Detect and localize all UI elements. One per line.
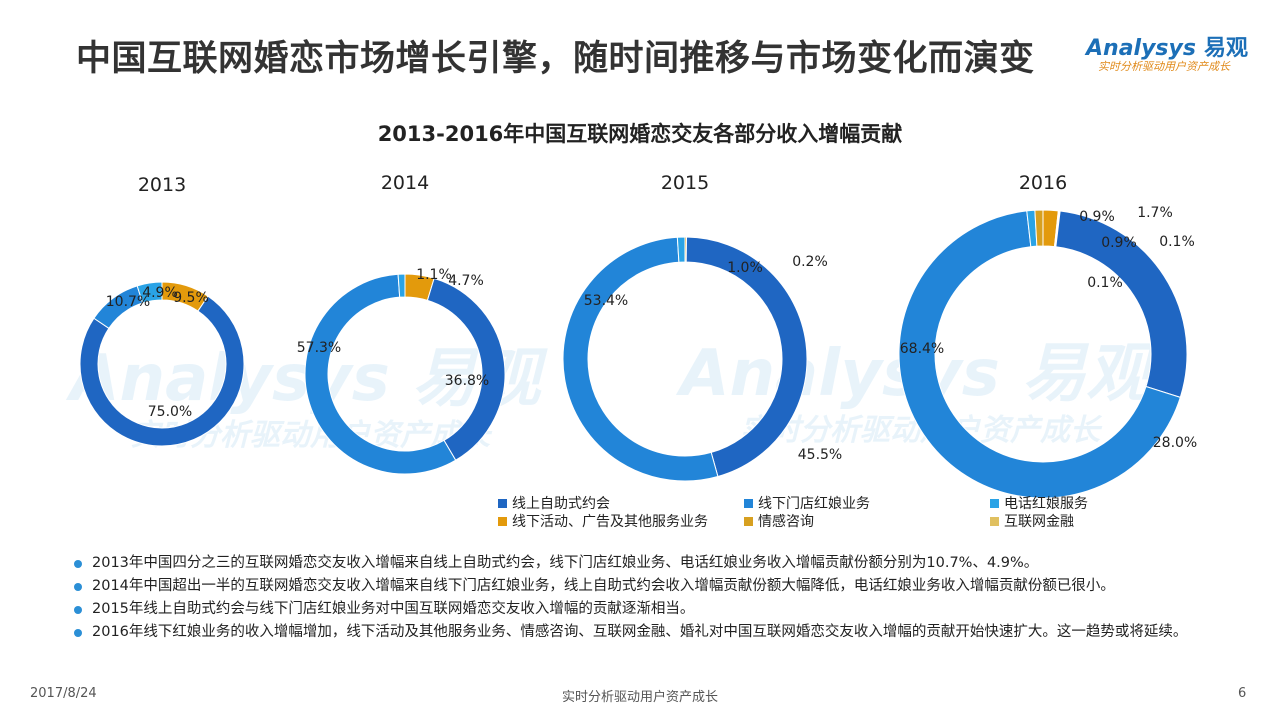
logo-tagline: 实时分析驱动用户资产成长 xyxy=(1098,60,1230,73)
donut-charts: 2013 75.0% 10.7%4.9%9.5% 2014 36.8% 57.3% 1.1%… xyxy=(79,172,1197,499)
note-text: 2014年中国超出一半的互联网婚恋交友收入增幅来自线下门店红娘业务，线上自助式约… xyxy=(92,578,1115,594)
data-label: 57.3% xyxy=(297,340,341,356)
chart-year-label: 2015 xyxy=(661,172,709,194)
page-number: 6 xyxy=(1238,686,1247,701)
legend-swatch xyxy=(744,516,753,526)
donut-chart-2014: 2014 36.8% 57.3% 1.1%4.7% xyxy=(297,172,506,475)
legend-item-offline-store: 线下门店红娘业务 xyxy=(744,493,870,513)
note-text: 2016年线下红娘业务的收入增幅增加，线下活动及其他服务业务、情感咨询、互联网金… xyxy=(92,624,1188,640)
donut-slice xyxy=(426,277,506,461)
data-label: 0.9% xyxy=(1079,209,1115,225)
data-label: 4.9% xyxy=(142,285,178,301)
legend-item-phone-matchmaking: 电话红娘服务 xyxy=(990,493,1088,513)
legend-label: 线下门店红娘业务 xyxy=(758,496,870,512)
data-label: 1.0% xyxy=(727,260,763,276)
chart-year-label: 2013 xyxy=(138,174,186,196)
brand-logo: Analysys 易观 实时分析驱动用户资产成长 xyxy=(1086,30,1266,78)
donut-slice xyxy=(562,236,719,482)
donut-slice xyxy=(136,281,163,304)
note-item: 2013年中国四分之三的互联网婚恋交友收入增幅来自线上自助式约会，线下门店红娘业… xyxy=(74,552,1224,575)
data-label: 4.7% xyxy=(448,273,484,289)
data-label: 0.1% xyxy=(1159,234,1195,250)
note-item: 2015年线上自助式约会与线下门店红娘业务对中国互联网婚恋交友收入增幅的贡献逐渐… xyxy=(74,598,1224,621)
donut-slice xyxy=(79,295,245,447)
legend-item-emotional-counseling: 情感咨询 xyxy=(744,511,814,531)
note-item: 2016年线下红娘业务的收入增幅增加，线下活动及其他服务业务、情感咨询、互联网金… xyxy=(74,621,1224,644)
donut-slice xyxy=(898,210,1181,499)
legend-item-online-self-service: 线上自助式约会 xyxy=(498,493,610,513)
note-item: 2014年中国超出一半的互联网婚恋交友收入增幅来自线下门店红娘业务，线上自助式约… xyxy=(74,575,1224,598)
bullet-icon xyxy=(74,560,82,568)
data-label: 0.9% xyxy=(1101,235,1137,251)
data-label: 53.4% xyxy=(584,293,628,309)
data-label: 9.5% xyxy=(173,290,209,306)
data-label: 0.2% xyxy=(792,254,828,270)
legend-label: 互联网金融 xyxy=(1004,514,1074,530)
data-label: 36.8% xyxy=(445,373,489,389)
legend-label: 线下活动、广告及其他服务业务 xyxy=(512,514,708,530)
donut-chart-2013: 2013 75.0% 10.7%4.9%9.5% xyxy=(79,174,245,447)
legend-swatch xyxy=(498,516,507,526)
donut-slice xyxy=(676,236,686,263)
legend-label: 电话红娘服务 xyxy=(1004,496,1088,512)
footer-tagline: 实时分析驱动用户资产成长 xyxy=(561,690,718,705)
donut-slice xyxy=(1034,209,1044,247)
chart-year-label: 2016 xyxy=(1019,172,1067,194)
data-label: 28.0% xyxy=(1153,435,1197,451)
donut-chart-2015: 2015 45.5% 53.4% 1.0% 0.2% xyxy=(562,172,842,482)
data-label: 1.1% xyxy=(416,267,452,283)
data-label: 10.7% xyxy=(106,294,150,310)
logo-cn: 易观 xyxy=(1203,36,1248,61)
legend-swatch xyxy=(744,498,753,508)
note-text: 2013年中国四分之三的互联网婚恋交友收入增幅来自线上自助式约会，线下门店红娘业… xyxy=(92,555,1039,571)
legend-swatch xyxy=(990,516,999,526)
legend-item-offline-activities: 线下活动、广告及其他服务业务 xyxy=(498,511,708,531)
logo-text: Analysys xyxy=(1086,36,1196,61)
legend-swatch xyxy=(498,498,507,508)
legend-swatch xyxy=(990,498,999,508)
chart-year-label: 2014 xyxy=(381,172,429,194)
data-label: 1.7% xyxy=(1137,205,1173,221)
bullet-icon xyxy=(74,583,82,591)
chart-legend: 线上自助式约会 线下门店红娘业务 电话红娘服务 线下活动、广告及其他服务业务 情… xyxy=(498,493,1238,531)
notes-list: 2013年中国四分之三的互联网婚恋交友收入增幅来自线上自助式约会，线下门店红娘业… xyxy=(74,552,1224,644)
logo-wordmark: Analysys 易观 xyxy=(1086,30,1248,62)
donut-slice xyxy=(304,273,457,475)
footer-date: 2017/8/24 xyxy=(30,686,97,701)
bullet-icon xyxy=(74,629,82,637)
data-label: 68.4% xyxy=(900,341,944,357)
data-label: 75.0% xyxy=(148,404,192,420)
legend-label: 情感咨询 xyxy=(758,514,814,530)
bullet-icon xyxy=(74,606,82,614)
data-label: 0.1% xyxy=(1087,275,1123,291)
note-text: 2015年线上自助式约会与线下门店红娘业务对中国互联网婚恋交友收入增幅的贡献逐渐… xyxy=(92,601,695,617)
page-title: 中国互联网婚恋市场增长引擎，随时间推移与市场变化而演变 xyxy=(76,39,1035,79)
data-label: 45.5% xyxy=(798,447,842,463)
donut-slice xyxy=(397,273,406,298)
legend-item-internet-finance: 互联网金融 xyxy=(990,511,1074,531)
chart-title: 2013-2016年中国互联网婚恋交友各部分收入增幅贡献 xyxy=(377,122,903,146)
legend-label: 线上自助式约会 xyxy=(512,496,610,512)
